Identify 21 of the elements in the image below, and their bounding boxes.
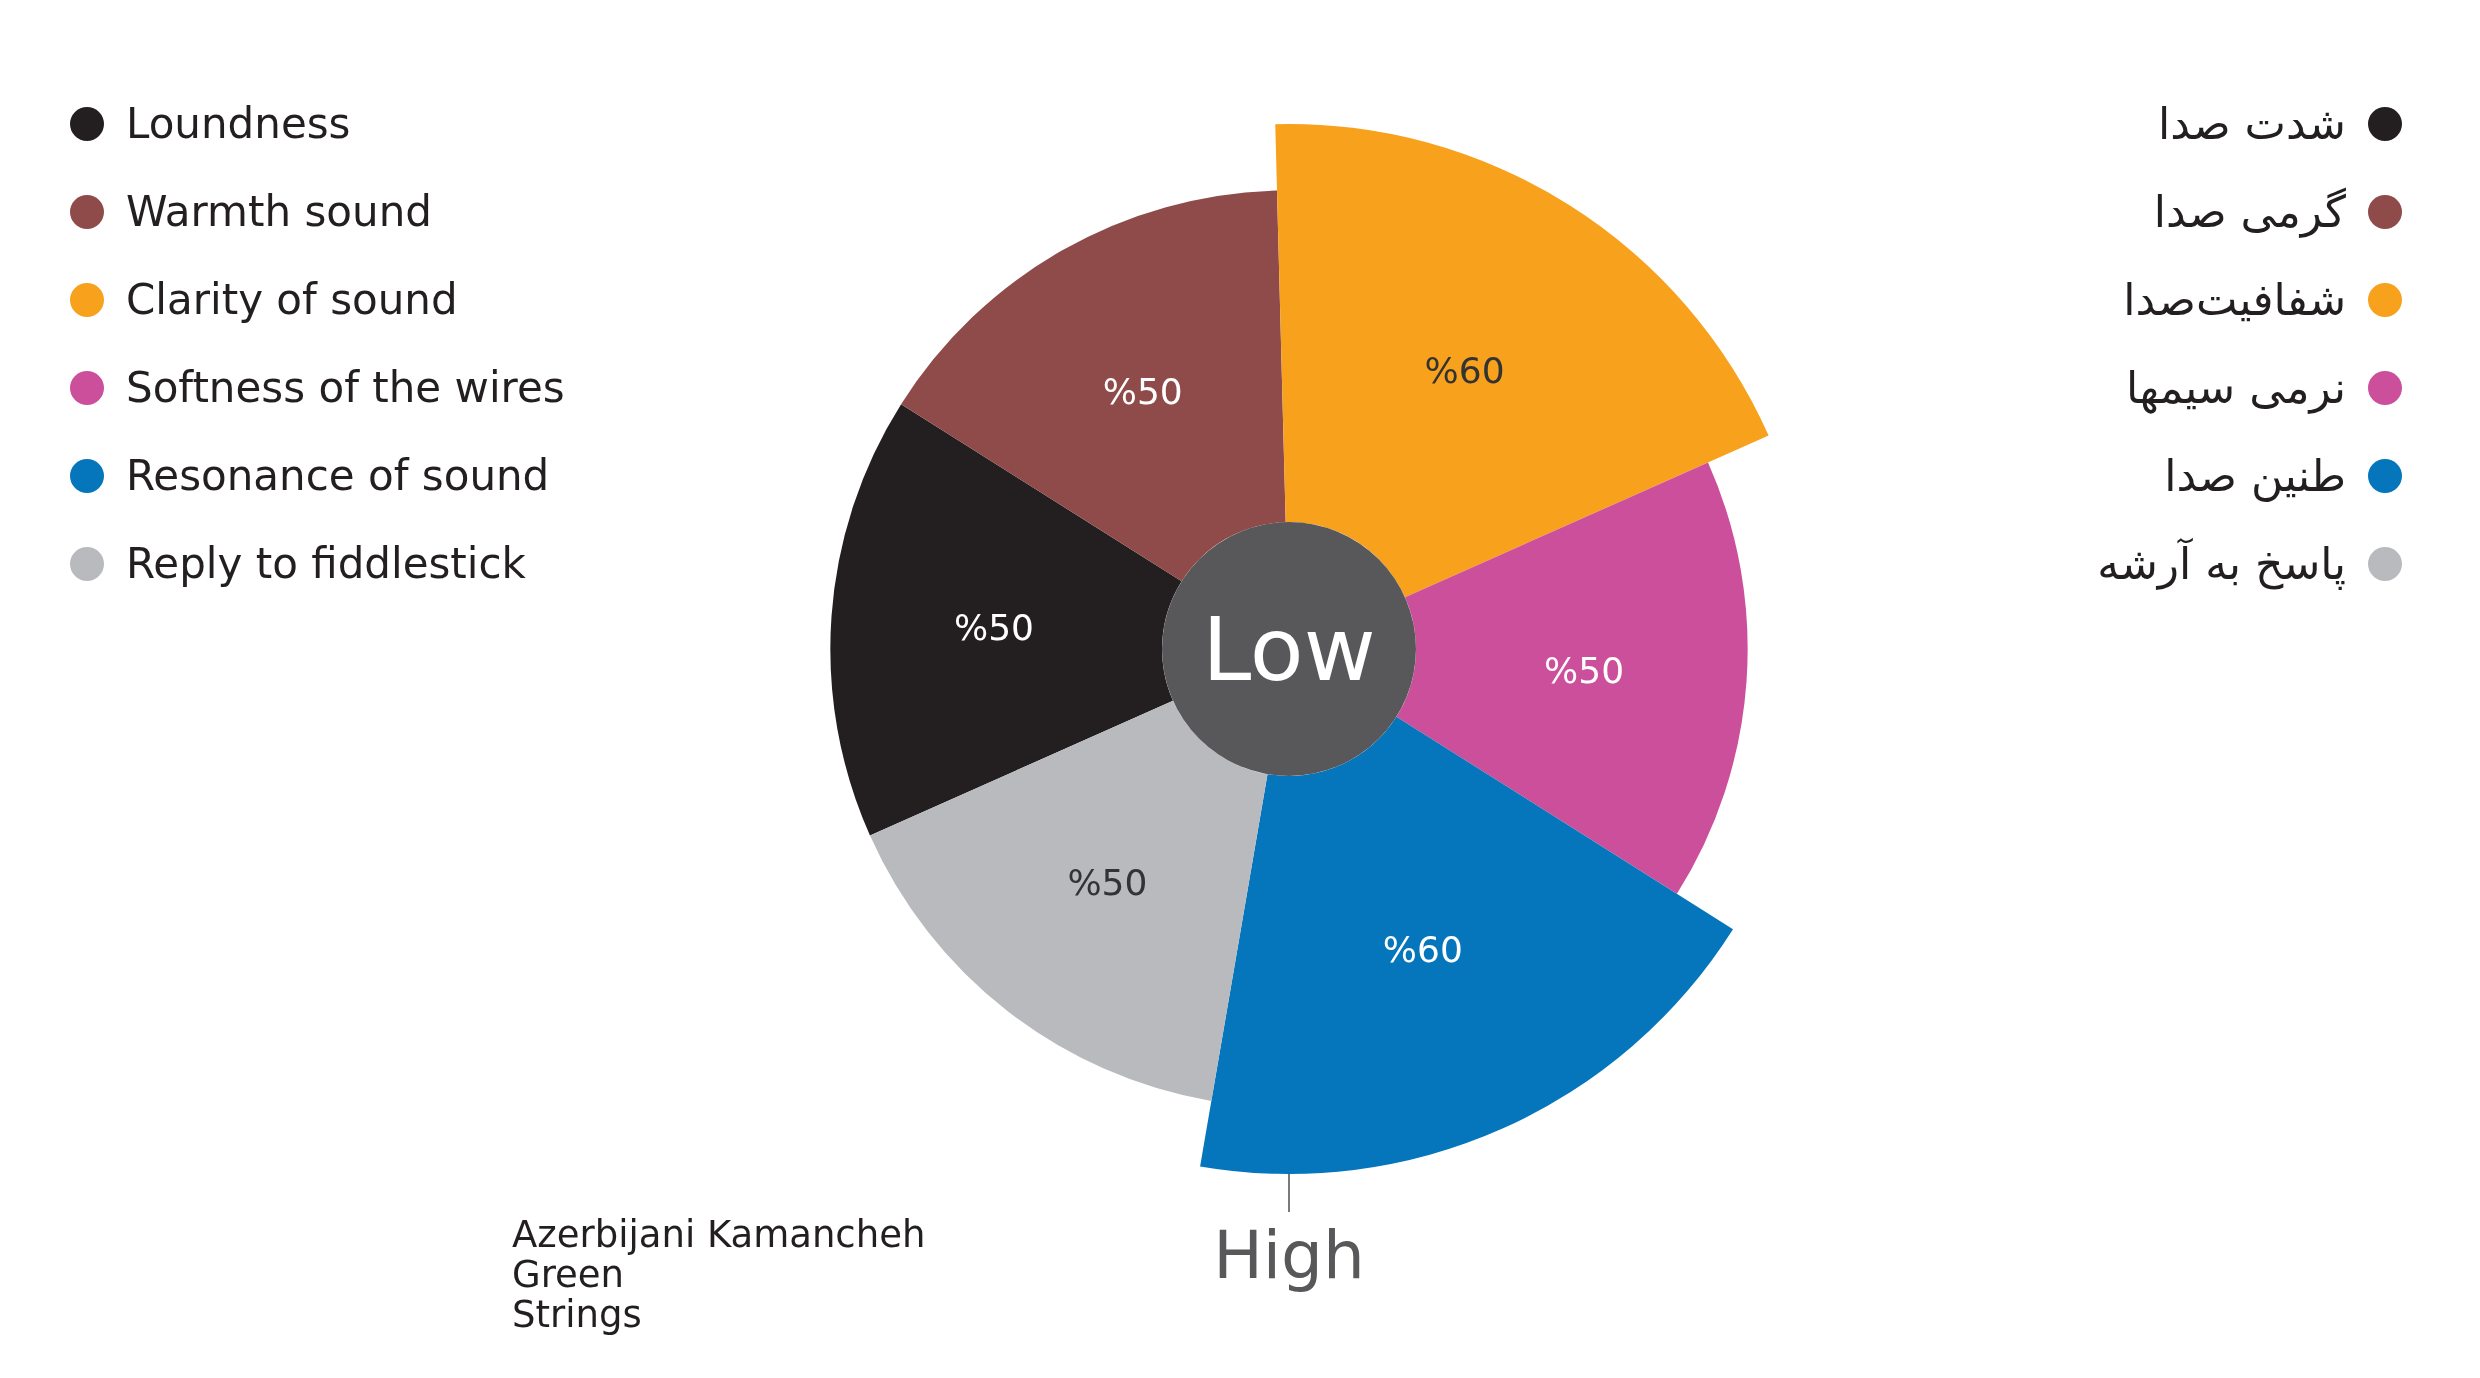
text: گرمی صدا — [2153, 186, 2346, 237]
text: Azerbijani Kamancheh Green Strings — [512, 1213, 926, 1336]
data-label: %50 — [953, 607, 1034, 649]
text: شفافیت‌صدا — [2123, 274, 2346, 325]
text: شدت صدا — [2157, 98, 2346, 149]
legend-label: Resonance of sound — [126, 451, 550, 500]
legend-label: Softness of the wires — [126, 363, 565, 412]
legend-label: Reply to fiddlestick — [126, 539, 526, 588]
legend-label: Warmth sound — [126, 187, 432, 236]
text: طنین صدا — [2164, 450, 2346, 501]
text: Low — [1202, 597, 1376, 701]
data-label: %50 — [1102, 371, 1183, 413]
text: نرمی سیمها — [2125, 362, 2346, 413]
legend-label: Loundness — [126, 99, 351, 148]
legend-label: Clarity of sound — [126, 275, 458, 324]
data-label: %60 — [1382, 929, 1463, 971]
data-label: %50 — [1067, 862, 1148, 904]
data-label: %50 — [1544, 649, 1625, 691]
text: High — [1213, 1216, 1365, 1294]
text: پاسخ به آرشه — [2097, 538, 2346, 589]
data-label: %60 — [1424, 350, 1505, 392]
